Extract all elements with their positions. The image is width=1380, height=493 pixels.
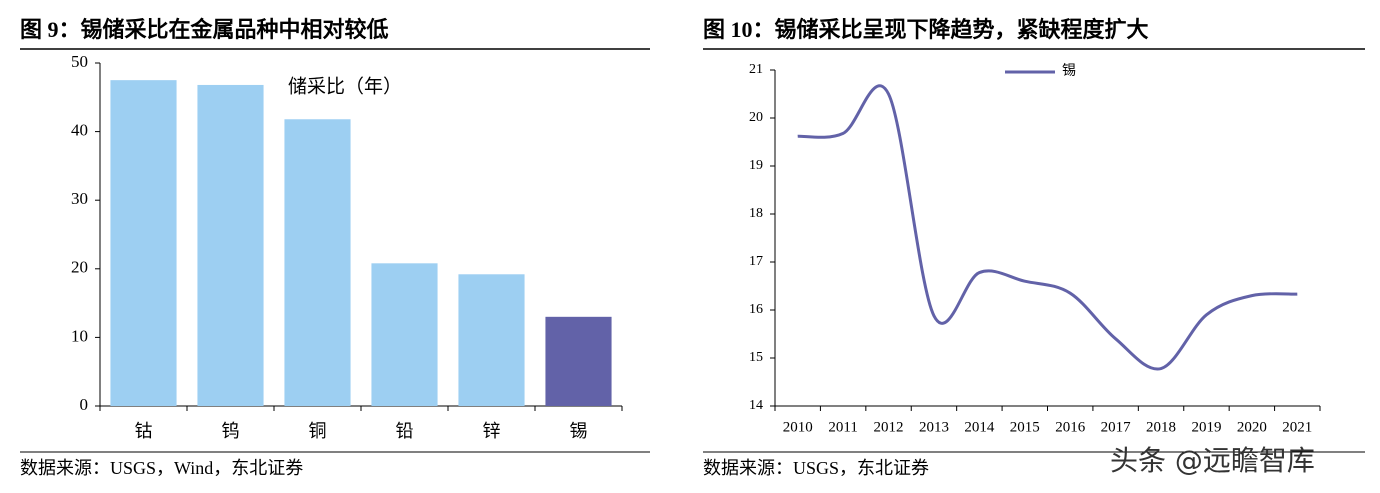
x-tick-label: 2017 — [1101, 419, 1132, 435]
x-tick-label: 铜 — [309, 421, 327, 441]
source: 数据来源：USGS，东北证券 — [703, 458, 929, 478]
y-tick-label: 14 — [749, 398, 763, 413]
annotation: 储采比（年） — [288, 75, 402, 97]
bar — [545, 316, 612, 406]
x-tick-label: 锡 — [570, 421, 588, 441]
x-tick-label: 2011 — [828, 419, 857, 435]
watermark: 头条 @远瞻智库 — [1110, 444, 1315, 477]
y-tick-label: 18 — [749, 206, 763, 221]
y-tick-label: 19 — [749, 158, 763, 173]
y-tick-label: 21 — [749, 62, 763, 77]
x-tick-label: 2016 — [1055, 419, 1086, 435]
y-tick-label: 50 — [71, 52, 88, 71]
x-tick-label: 钴 — [135, 421, 153, 441]
y-tick-label: 10 — [71, 326, 88, 345]
chart-title: 图 9：锡储采比在金属品种中相对较低 — [20, 17, 389, 42]
y-tick-label: 15 — [749, 350, 763, 365]
x-tick-label: 2021 — [1282, 419, 1312, 435]
y-tick-label: 17 — [749, 254, 763, 269]
y-tick-label: 20 — [749, 110, 763, 125]
x-tick-label: 钨 — [222, 421, 240, 441]
y-tick-label: 40 — [71, 121, 88, 140]
x-tick-label: 锌 — [483, 421, 501, 441]
y-tick-label: 16 — [749, 302, 763, 317]
bar — [458, 274, 525, 406]
x-tick-label: 铅 — [396, 421, 414, 441]
bar — [284, 119, 351, 406]
bar — [371, 263, 438, 406]
x-tick-label: 2018 — [1146, 419, 1176, 435]
y-tick-label: 20 — [71, 258, 88, 277]
chart-title: 图 10：锡储采比呈现下降趋势，紧缺程度扩大 — [703, 17, 1149, 42]
x-tick-label: 2014 — [964, 419, 995, 435]
x-tick-label: 2012 — [874, 419, 904, 435]
x-tick-label: 2010 — [783, 419, 813, 435]
y-tick-label: 0 — [80, 395, 89, 414]
x-tick-label: 2015 — [1010, 419, 1040, 435]
y-tick-label: 30 — [71, 189, 88, 208]
x-tick-label: 2019 — [1191, 419, 1221, 435]
x-tick-label: 2013 — [919, 419, 949, 435]
legend-label: 锡 — [1062, 63, 1076, 79]
source: 数据来源：USGS，Wind，东北证券 — [20, 458, 303, 478]
x-tick-label: 2020 — [1237, 419, 1267, 435]
bar — [110, 80, 177, 407]
line — [797, 84, 1298, 371]
bar — [197, 84, 264, 407]
